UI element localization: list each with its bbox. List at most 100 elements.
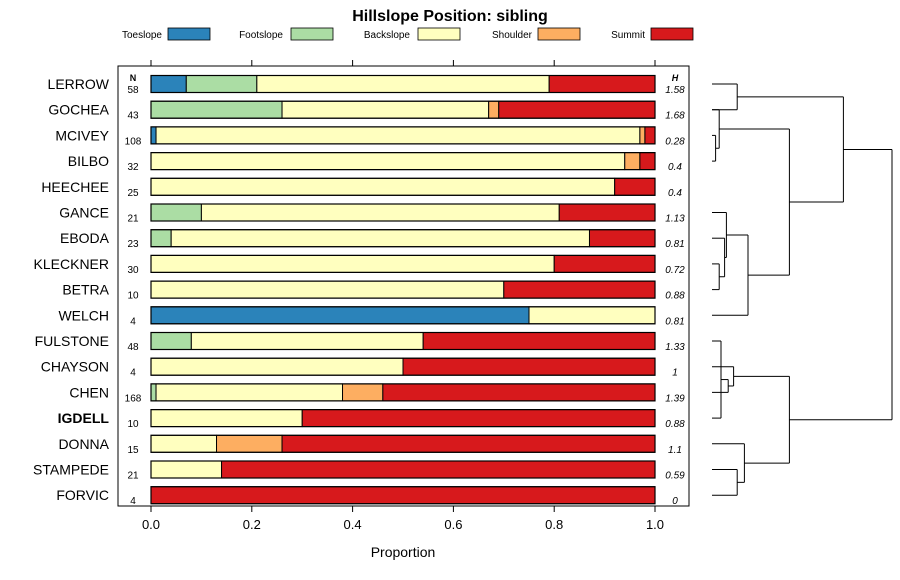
bar-segment-betra-summit: [503, 280, 656, 299]
category-label: FULSTONE: [35, 333, 109, 349]
category-label: BILBO: [68, 153, 109, 169]
x-tick-label: 0.2: [243, 517, 261, 532]
bar-segment-chen-shoulder: [342, 383, 384, 402]
category-label: BETRA: [62, 282, 109, 298]
h-value: 0.88: [665, 291, 685, 302]
h-value: 0.88: [665, 419, 685, 430]
category-label: DONNA: [58, 436, 109, 452]
bar-segment-lerrow-summit: [548, 75, 656, 93]
bar-segment-gochea-backslope: [281, 100, 490, 119]
bar-segment-mcivey-backslope: [155, 126, 641, 145]
bar-segment-fulstone-summit: [422, 332, 656, 350]
bar-outline-chayson: [150, 357, 656, 376]
bar-segment-stampede-summit: [221, 460, 656, 479]
category-label: FORVIC: [56, 487, 109, 503]
bar-segment-mcivey-summit: [644, 126, 656, 145]
dendrogram: [712, 83, 893, 496]
n-value: 30: [127, 265, 139, 276]
n-value: 23: [127, 239, 139, 250]
category-label: EBODA: [60, 230, 110, 246]
h-value: 1.33: [665, 342, 685, 353]
h-value: 1.58: [665, 85, 685, 96]
bar-segment-gance-footslope: [150, 203, 202, 222]
bar-segment-gance-backslope: [200, 203, 560, 222]
bar-outline-igdell: [150, 409, 656, 428]
category-label: KLECKNER: [34, 256, 109, 272]
h-value: 1: [672, 368, 678, 379]
n-value: 108: [125, 136, 142, 147]
category-label: CHAYSON: [41, 359, 109, 375]
bar-outline-chen: [150, 383, 656, 402]
bar-segment-donna-backslope: [150, 434, 218, 453]
bar-segment-bilbo-shoulder: [624, 152, 641, 171]
bar-segment-kleckner-summit: [553, 254, 656, 273]
n-value: 4: [130, 368, 136, 379]
bar-outline-kleckner: [150, 254, 656, 273]
bar-segment-lerrow-toeslope: [150, 75, 187, 93]
n-value: 10: [127, 291, 139, 302]
h-value: 1.1: [668, 445, 682, 456]
n-column-header: N: [130, 73, 137, 83]
n-value: 43: [127, 111, 139, 122]
bar-outline-welch: [150, 306, 656, 325]
bar-segment-donna-summit: [281, 434, 656, 453]
bar-segment-fulstone-backslope: [190, 332, 424, 350]
h-value: 0.81: [665, 239, 684, 250]
bar-segment-chen-backslope: [155, 383, 344, 402]
bar-outline-donna: [150, 434, 656, 453]
h-value: 0.4: [668, 162, 682, 173]
bar-segment-chen-footslope: [150, 383, 157, 402]
bar-segment-eboda-backslope: [170, 229, 590, 248]
bar-outline-bilbo: [150, 152, 656, 171]
x-tick-label: 0.4: [344, 517, 362, 532]
h-value: 1.68: [665, 111, 685, 122]
x-tick-label: 0.6: [444, 517, 462, 532]
legend-label-shoulder: Shoulder: [492, 30, 533, 41]
category-label: HEECHEE: [41, 179, 109, 195]
bar-outline-mcivey: [150, 126, 656, 145]
bar-segment-eboda-summit: [588, 229, 656, 248]
bar-segment-kleckner-backslope: [150, 254, 555, 273]
n-value: 4: [130, 496, 136, 507]
bar-segment-mcivey-shoulder: [639, 126, 646, 145]
bar-outline-heechee: [150, 177, 656, 196]
bar-segment-gochea-footslope: [150, 100, 283, 119]
bar-segment-lerrow-backslope: [256, 75, 550, 93]
h-value: 1.13: [665, 214, 685, 225]
h-value: 0.59: [665, 471, 685, 482]
x-axis: 0.0 0.2 0.4 0.6 0.8 1.0: [142, 60, 664, 532]
legend-label-toeslope: Toeslope: [122, 30, 162, 41]
n-value: 10: [127, 419, 139, 430]
bar-segment-eboda-footslope: [150, 229, 172, 248]
bar-segment-chen-summit: [382, 383, 656, 402]
category-label: GANCE: [59, 205, 109, 221]
legend-swatch-toeslope: [167, 27, 211, 41]
bar-outline-stampede: [150, 460, 656, 479]
bar-segment-heechee-backslope: [150, 177, 616, 196]
n-value: 58: [127, 85, 139, 96]
bar-outline-betra: [150, 280, 656, 299]
category-label: WELCH: [58, 307, 109, 323]
bar-segment-gochea-summit: [498, 100, 656, 119]
legend: Toeslope Footslope Backslope Shoulder Summit: [122, 27, 694, 41]
n-value: 32: [127, 162, 139, 173]
h-value: 0.72: [665, 265, 685, 276]
x-tick-label: 0.8: [545, 517, 563, 532]
bar-outline-gochea: [150, 100, 656, 119]
h-value: 0.4: [668, 188, 682, 199]
legend-swatch-summit: [650, 27, 694, 41]
bar-segment-stampede-backslope: [150, 460, 223, 479]
x-tick-label: 0.0: [142, 517, 160, 532]
bar-segment-mcivey-toeslope: [150, 126, 157, 145]
legend-label-summit: Summit: [611, 30, 645, 41]
legend-swatch-footslope: [290, 27, 334, 41]
h-value: 0.28: [665, 136, 685, 147]
bar-segment-igdell-summit: [301, 409, 656, 428]
x-tick-label: 1.0: [646, 517, 664, 532]
bar-segment-heechee-summit: [614, 177, 656, 196]
legend-label-backslope: Backslope: [364, 30, 411, 41]
n-value: 15: [127, 445, 139, 456]
legend-swatch-backslope: [417, 27, 461, 41]
h-value: 1.39: [665, 393, 685, 404]
bar-segment-chayson-backslope: [150, 357, 404, 376]
